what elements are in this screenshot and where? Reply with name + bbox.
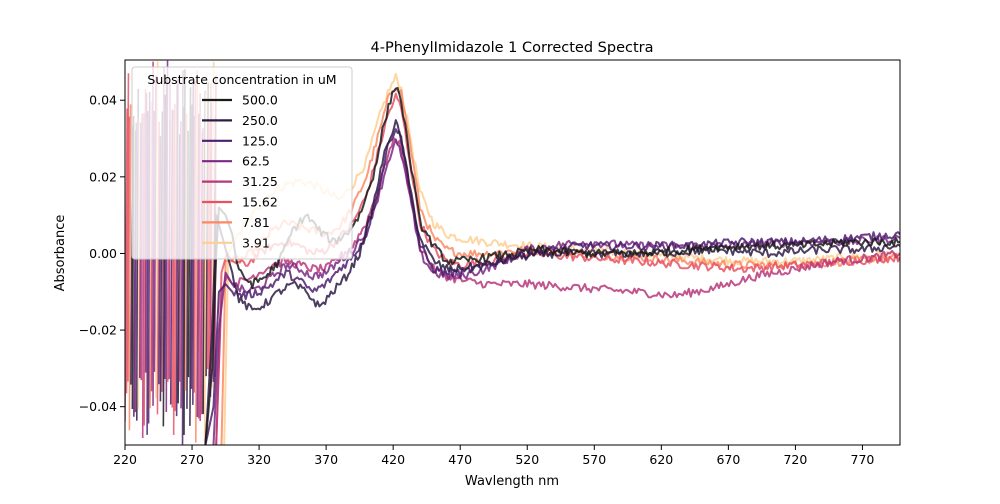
- chart-title: 4-PhenylImidazole 1 Corrected Spectra: [371, 40, 654, 56]
- legend-title: Substrate concentration in uM: [147, 72, 336, 87]
- legend-label: 500.0: [242, 93, 278, 108]
- y-tick-label: −0.02: [79, 323, 117, 338]
- legend-box: [131, 66, 353, 260]
- legend-label: 7.81: [242, 215, 270, 230]
- y-tick-label: 0.02: [89, 169, 117, 184]
- x-tick-label: 670: [716, 452, 740, 467]
- y-tick-label: −0.04: [79, 399, 117, 414]
- y-axis: −0.04 −0.02 0.00 0.02 0.04: [79, 93, 125, 414]
- legend-label: 250.0: [242, 113, 278, 128]
- x-tick-label: 720: [783, 452, 807, 467]
- x-tick-label: 320: [247, 452, 271, 467]
- x-tick-label: 370: [314, 452, 338, 467]
- noise-band: [127, 116, 131, 382]
- legend-label: 31.25: [242, 174, 278, 189]
- y-tick-label: 0.04: [89, 93, 117, 108]
- y-tick-label: 0.00: [89, 246, 117, 261]
- x-tick-label: 270: [180, 452, 204, 467]
- x-tick-label: 420: [381, 452, 405, 467]
- legend-label: 15.62: [242, 195, 278, 210]
- x-tick-label: 520: [515, 452, 539, 467]
- legend: Substrate concentration in uM 500.0 250.0…: [131, 66, 353, 260]
- y-axis-label: Absorbance: [53, 215, 68, 292]
- noise-band: [128, 104, 132, 431]
- x-tick-label: 220: [113, 452, 137, 467]
- series-line-125.0: [204, 128, 900, 445]
- x-axis-label: Wavlength nm: [465, 474, 559, 489]
- plot-frame: [124, 59, 901, 446]
- x-tick-label: 620: [649, 452, 673, 467]
- series-line-250.0: [204, 119, 900, 445]
- legend-label: 125.0: [242, 133, 278, 148]
- legend-items: 500.0 250.0 125.0 62.5 31.25 15.62 7.81 3.91: [202, 93, 278, 250]
- legend-label: 3.91: [242, 235, 270, 250]
- x-tick-label: 770: [851, 452, 875, 467]
- series-line-31.25: [215, 137, 900, 445]
- x-tick-label: 570: [582, 452, 606, 467]
- x-tick-label: 470: [448, 452, 472, 467]
- x-axis: 220 270 320 370 420 470 520 570 620 670 720 770: [113, 445, 874, 467]
- legend-label: 62.5: [242, 154, 270, 169]
- noise-band: [125, 73, 130, 394]
